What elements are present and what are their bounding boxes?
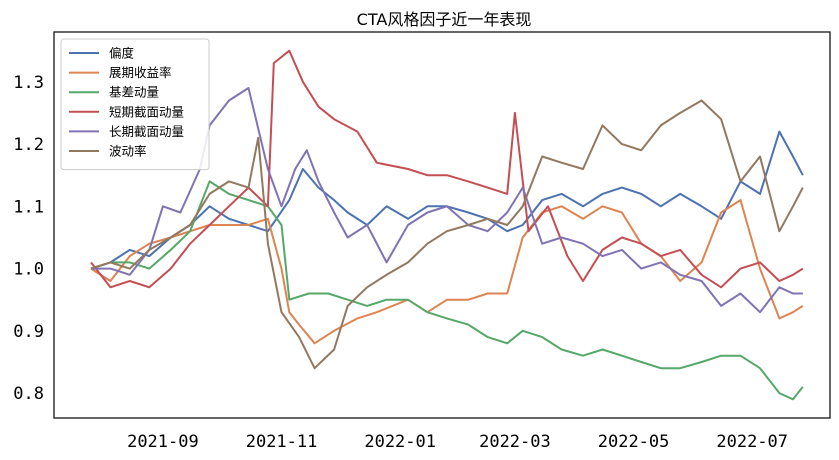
y-tick-label: 0.9 [13,322,44,342]
x-tick-label: 2022-01 [364,432,436,452]
series-line-3 [90,49,804,289]
chart-title: CTA风格因子近一年表现 [357,10,532,29]
axis-layer: 2021-09 2021-11 2022-01 2022-03 2022-05 2022-… [13,73,788,452]
y-tick-label: 1.3 [13,73,44,93]
legend-label-4: 长期截面动量 [109,124,184,139]
y-tick-label: 1.1 [13,197,44,217]
y-tick-label: 1.0 [13,260,44,280]
y-tick-label: 1.2 [13,135,44,155]
legend-label-5: 波动率 [109,144,147,159]
y-tick-label: 0.8 [13,384,44,404]
legend-label-0: 偏度 [109,46,135,61]
series-line-2 [90,180,804,401]
x-tick-label: 2022-07 [716,432,788,452]
plot-area [53,31,831,419]
series-line-1 [90,199,804,345]
x-tick-label: 2021-09 [127,432,199,452]
series-line-5 [90,99,804,370]
x-tick-label: 2022-05 [598,432,670,452]
x-tick-label: 2022-03 [479,432,551,452]
legend-label-1: 展期收益率 [109,65,172,80]
legend-label-2: 基差动量 [109,85,159,100]
x-tick-label: 2021-11 [246,432,318,452]
legend-label-3: 短期截面动量 [109,104,184,119]
